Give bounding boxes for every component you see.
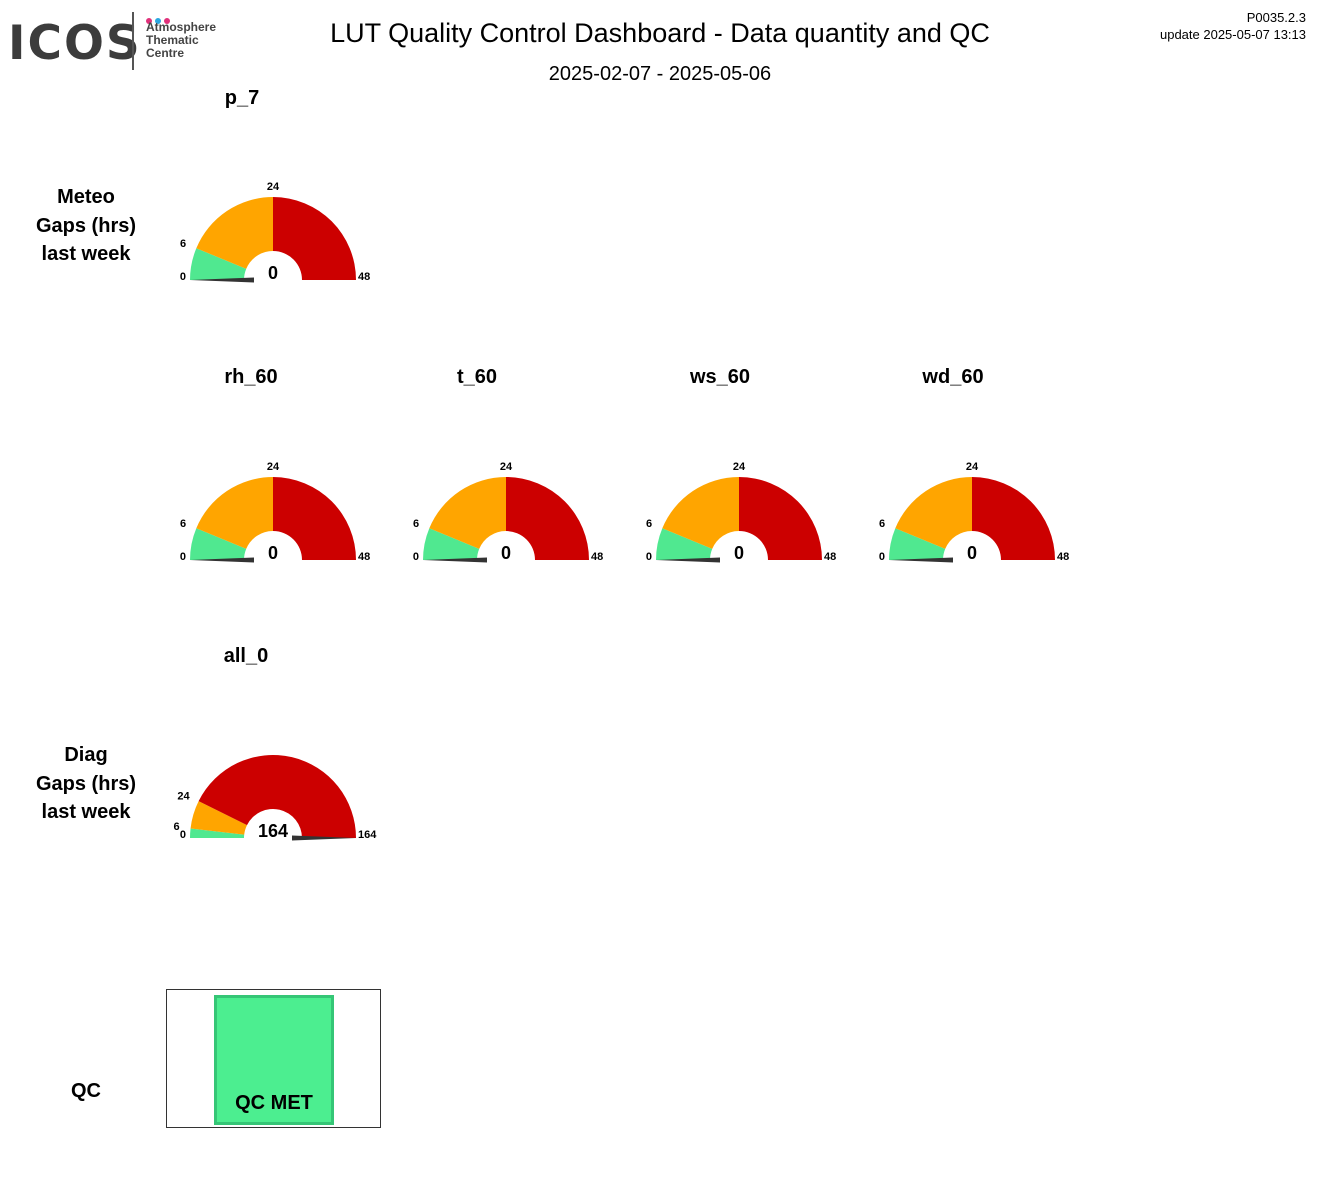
gauge-title-ws_60: ws_60: [689, 366, 751, 388]
gauge-tick-label: 6: [180, 238, 186, 250]
gauge-tick-label: 48: [358, 271, 370, 283]
gauge-title-all_0: all_0: [223, 645, 269, 667]
gauge-value-label: 0: [967, 543, 977, 563]
gauge-t_60: 0 6 24 48 0: [413, 461, 603, 563]
page-title: LUT Quality Control Dashboard - Data qua…: [330, 18, 990, 48]
diag-label-line: last week: [41, 801, 131, 823]
logo-dots-icon: [146, 11, 173, 29]
gauge-band-green: [190, 528, 247, 560]
gauge-title-wd_60: wd_60: [922, 366, 984, 388]
gauge-tick-label: 0: [180, 551, 186, 563]
gauge-band-orange: [196, 197, 273, 269]
gauge-band-orange: [662, 477, 739, 549]
gauge-tick-label: 6: [180, 518, 186, 530]
gauge-tick-label: 24: [966, 461, 979, 473]
gauge-value-label: 0: [268, 543, 278, 563]
gauge-tick-label: 0: [646, 551, 652, 563]
gauge-value-label: 0: [501, 543, 511, 563]
gauge-tick-label: 48: [824, 551, 836, 563]
gauge-band-red: [273, 477, 356, 560]
version-info: P0035.2.3 update 2025-05-07 13:13: [1160, 9, 1306, 43]
meteo-section-label: Meteo Gaps (hrs) last week: [11, 183, 161, 269]
gauge-tick-label: 6: [173, 821, 179, 833]
gauge-value-label: 0: [734, 543, 744, 563]
gauge-title-p_7: p_7: [224, 87, 260, 109]
gauge-band-green: [423, 528, 480, 560]
gauge-value-label: 164: [258, 821, 288, 841]
meteo-label-line: Meteo: [57, 186, 115, 208]
gauge-wd_60: 0 6 24 48 0: [879, 461, 1069, 563]
gauge-band-green: [656, 528, 713, 560]
gauge-band-red: [198, 755, 356, 838]
gauge-band-red: [506, 477, 589, 560]
gauge-band-green: [889, 528, 946, 560]
logo-dot: [146, 18, 152, 24]
gauge-tick-label: 164: [358, 829, 377, 841]
logo-line: Atmosphere: [146, 20, 217, 34]
qc-panel: QC MET: [166, 989, 381, 1128]
meteo-label-line: Gaps (hrs): [35, 214, 137, 237]
diag-label-line: Gaps (hrs): [35, 772, 137, 795]
logo-dot: [155, 18, 161, 24]
gauge-tick-label: 24: [177, 791, 190, 803]
diag-section-label: Diag Gaps (hrs) last week: [11, 741, 161, 827]
gauge-tick-label: 24: [267, 461, 280, 473]
gauge-tick-label: 48: [591, 551, 603, 563]
gauge-band-red: [972, 477, 1055, 560]
gauge-tick-label: 6: [646, 518, 652, 530]
gauge-rh_60: 0 6 24 48 0: [180, 461, 370, 563]
gauge-band-red: [739, 477, 822, 560]
gauge-needle: [292, 835, 356, 841]
logo-wordmark: ICOS: [8, 16, 142, 71]
diag-label-line: Diag: [64, 744, 108, 766]
gauge-tick-label: 24: [500, 461, 513, 473]
logo-dot: [164, 18, 170, 24]
gauge-needle: [889, 557, 953, 563]
gauge-tick-label: 24: [733, 461, 746, 473]
gauge-tick-label: 6: [879, 518, 885, 530]
gauge-band-orange: [895, 477, 972, 549]
update-timestamp: update 2025-05-07 13:13: [1159, 27, 1306, 42]
gauge-all_0: 06 24 164 164: [173, 755, 377, 841]
gauge-tick-label: 0: [879, 551, 885, 563]
gauge-title-rh_60: rh_60: [224, 366, 278, 388]
gauge-title-t_60: t_60: [456, 366, 498, 388]
logo-line: Centre: [146, 46, 185, 60]
gauge-band-green: [190, 248, 247, 280]
gauge-needle: [423, 557, 487, 563]
gauge-tick-label: 6: [413, 518, 419, 530]
icos-logo: ICOS Atmosphere Thematic Centre: [8, 10, 228, 74]
qc-status-badge: QC MET: [214, 995, 334, 1125]
gauge-tick-label: 0: [413, 551, 419, 563]
gauge-band-orange: [190, 801, 248, 835]
gauge-needle: [190, 557, 254, 563]
gauge-tick-label: 24: [267, 181, 280, 193]
gauge-band-orange: [429, 477, 506, 549]
meteo-label-line: last week: [41, 243, 131, 265]
gauge-band-red: [273, 197, 356, 280]
gauge-ws_60: 0 6 24 48 0: [646, 461, 836, 563]
gauge-needle: [190, 277, 254, 283]
gauge-band-green: [190, 828, 245, 838]
gauge-tick-label: 0: [180, 829, 186, 841]
version-label: P0035.2.3: [1246, 10, 1306, 25]
gauge-band-orange: [196, 477, 273, 549]
gauge-tick-label: 48: [1057, 551, 1069, 563]
date-range: 2025-02-07 - 2025-05-06: [548, 63, 772, 85]
qc-status-label: QC MET: [235, 1092, 313, 1114]
gauge-tick-label: 0: [180, 271, 186, 283]
logo-subtitle: Atmosphere Thematic Centre: [146, 21, 216, 60]
logo-separator: [132, 12, 134, 70]
gauge-tick-label: 48: [358, 551, 370, 563]
qc-section-label: QC: [71, 1080, 101, 1102]
logo-line: Thematic: [146, 33, 199, 47]
gauge-value-label: 0: [268, 263, 278, 283]
gauge-needle: [656, 557, 720, 563]
gauge-p_7: 0 6 24 48 0: [180, 181, 370, 283]
